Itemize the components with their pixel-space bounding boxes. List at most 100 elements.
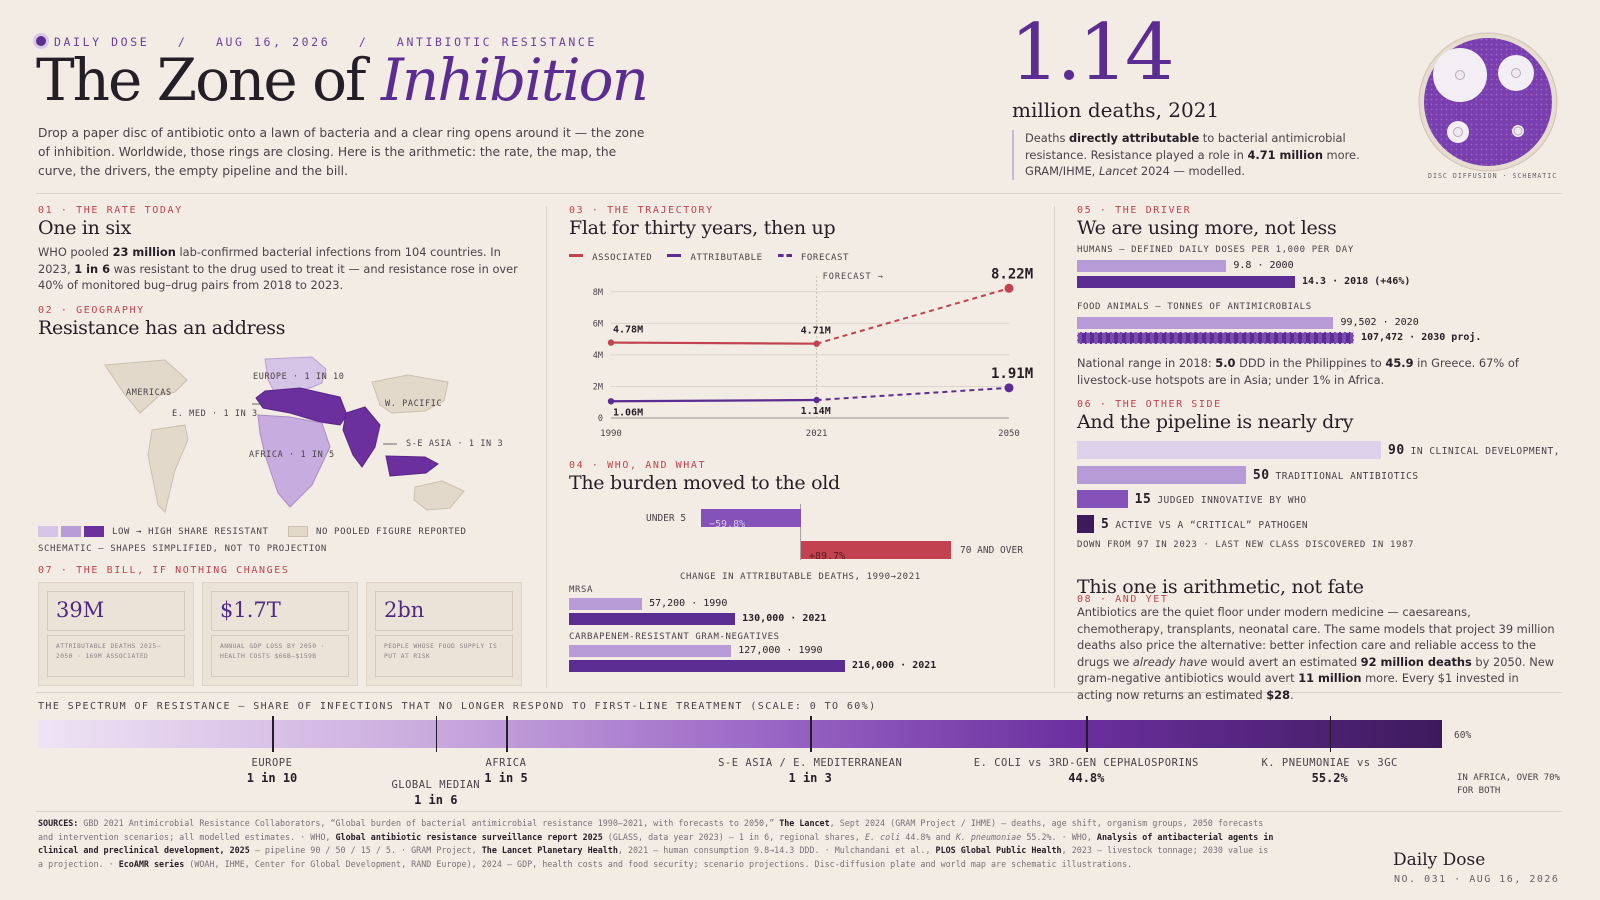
humans-label: HUMANS — DEFINED DAILY DOSES PER 1,000 P…	[1077, 245, 1354, 255]
mrsa-2021-label: 130,000 · 2021	[742, 613, 827, 624]
section-title: Flat for thirty years, then up	[569, 217, 836, 239]
y-tick-label: 4M	[593, 351, 603, 361]
map-note: SCHEMATIC — SHAPES SIMPLIFIED, NOT TO PR…	[38, 544, 327, 554]
region-europe	[264, 356, 327, 394]
data-point	[1004, 283, 1014, 293]
marker-value: 55.2%	[1311, 771, 1348, 785]
data-label: 1.91M	[991, 366, 1033, 382]
section-title: The burden moved to the old	[569, 472, 840, 494]
pipeline-text: TRADITIONAL ANTIBIOTICS	[1275, 470, 1419, 482]
spectrum-tick	[272, 716, 274, 752]
y-tick-label: 0	[598, 414, 603, 424]
x-tick-label: 2050	[998, 429, 1020, 439]
x-tick-label: 1990	[600, 429, 622, 439]
forecast-label: FORECAST →	[823, 272, 884, 282]
map-label-americas: AMERICAS	[126, 388, 172, 398]
spectrum-marker-label: EUROPE 1 in 10	[247, 757, 298, 785]
section-title: We are using more, not less	[1077, 217, 1337, 239]
carb-1990-bar	[569, 645, 732, 657]
humans-2018-bar	[1077, 276, 1295, 288]
spectrum-tick	[1086, 716, 1088, 752]
bill-card: 2bn PEOPLE WHOSE FOOD SUPPLY IS PUT AT R…	[366, 582, 522, 686]
marker-name: K. PNEUMONIAE vs 3GC	[1261, 757, 1398, 769]
trajectory-chart: 0 2M 4M 6M 8M 1990 2021 2050 FORECAST → 4.78M 4.71…	[593, 266, 1033, 439]
map-label-seasia: S-E ASIA · 1 IN 3	[406, 439, 504, 449]
africa-note: IN AFRICA, OVER 70% FOR BOTH	[1457, 773, 1560, 796]
pipeline-bar	[1077, 514, 1094, 533]
bill-value: 2bn	[375, 591, 513, 631]
mrsa-1990-bar	[569, 598, 643, 610]
spectrum-max-label: 60%	[1454, 730, 1472, 741]
data-point	[607, 339, 615, 346]
animals-2020-bar	[1077, 317, 1334, 329]
page-dek: Drop a paper disc of antibiotic onto a l…	[38, 126, 645, 178]
carb-2021-bar	[569, 660, 845, 672]
data-label: 8.22M	[991, 266, 1033, 282]
humans-2000-label: 9.8 · 2000	[1233, 260, 1294, 271]
region-oceania	[413, 480, 465, 511]
bill-desc: ANNUAL GDP LOSS BY 2050 · HEALTH COSTS $…	[211, 635, 349, 677]
series-line-attributable	[610, 398, 817, 403]
pipeline-value: 15	[1134, 492, 1152, 507]
spectrum-marker-label: E. COLI vs 3RD-GEN CEPHALOSPORINS 44.8%	[974, 757, 1199, 785]
marker-name: E. COLI vs 3RD-GEN CEPHALOSPORINS	[973, 757, 1199, 769]
old-bar: +89.7%	[801, 541, 951, 562]
pipeline-value: 5	[1101, 516, 1110, 532]
header-divider	[36, 193, 1562, 194]
pipeline-value: 50	[1252, 467, 1270, 483]
pipeline-bar	[1077, 441, 1381, 459]
section-body: WHO pooled 23 million lab-confirmed bact…	[38, 245, 518, 293]
spectrum-marker-label: S-E ASIA / E. MEDITERRANEAN 1 in 3	[718, 757, 902, 785]
marker-name: AFRICA	[485, 757, 527, 769]
spectrum-marker-label: AFRICA 1 in 5	[484, 757, 527, 785]
legend-swatch-high	[84, 526, 104, 537]
carb-2021-label: 216,000 · 2021	[852, 660, 937, 671]
sources-divider	[36, 811, 1562, 812]
kicker-line: DAILY DOSE / AUG 16, 2026 / ANTIBIOTIC R…	[54, 35, 597, 49]
closing-body: Antibiotics are the quiet floor under mo…	[1077, 605, 1555, 702]
antibiotic-disc	[1511, 68, 1521, 78]
pipeline-text: IN CLINICAL DEVELOPMENT,	[1410, 446, 1560, 457]
section-title: One in six	[38, 217, 131, 239]
y-tick-label: 8M	[593, 288, 603, 298]
bill-card: 39M ATTRIBUTABLE DEATHS 2025–2050 · 169M…	[38, 582, 194, 686]
data-point	[1004, 383, 1014, 393]
marker-value: 44.8%	[1068, 771, 1105, 785]
animals-2030-bar	[1077, 332, 1354, 344]
data-label: 1.14M	[801, 406, 831, 417]
pipeline-text: ACTIVE VS A “CRITICAL” PATHOGEN	[1115, 519, 1309, 531]
humans-2000-bar	[1077, 260, 1227, 272]
region-africa	[257, 414, 331, 508]
pipeline-label: 50 TRADITIONAL ANTIBIOTICS	[1253, 468, 1419, 483]
pipeline-bar	[1077, 465, 1246, 484]
pipeline-value: 90	[1388, 443, 1405, 458]
spectrum-tick	[506, 716, 508, 752]
petri-dish-illustration	[1418, 32, 1558, 172]
data-label: 4.78M	[613, 325, 643, 336]
driver-note: National range in 2018: 5.0 DDD in the P…	[1077, 356, 1519, 387]
hero-unit: million deaths, 2021	[1012, 98, 1220, 122]
antibiotic-disc	[1455, 70, 1465, 80]
section-title: This one is arithmetic, not fate	[1077, 576, 1364, 598]
bill-value: $1.7T	[211, 591, 349, 631]
pipeline-text: JUDGED INNOVATIVE BY WHO	[1157, 495, 1307, 506]
under5-bar: −59.8%	[701, 509, 801, 530]
spectrum-marker-label: K. PNEUMONIAE vs 3GC 55.2%	[1261, 757, 1397, 785]
marker-value: 1 in 6	[414, 793, 458, 807]
mrsa-label: MRSA	[569, 585, 594, 595]
section-kicker: 04 · WHO, AND WHAT	[569, 460, 707, 471]
disc-caption: DISC DIFFUSION · SCHEMATIC	[1428, 172, 1558, 180]
section-kicker: 05 · THE DRIVER	[1077, 205, 1192, 216]
column-divider	[1054, 206, 1055, 688]
masthead-dot	[36, 36, 46, 46]
under5-label: UNDER 5	[646, 513, 687, 524]
world-map-schematic	[104, 356, 465, 513]
marker-name: EUROPE	[251, 757, 293, 769]
pipeline-label: 90 IN CLINICAL DEVELOPMENT,	[1388, 443, 1560, 458]
series-forecast-associated	[816, 287, 1010, 345]
antibiotic-disc	[1453, 127, 1463, 137]
marker-name: GLOBAL MEDIAN	[391, 779, 481, 791]
marker-value: 1 in 5	[484, 771, 528, 785]
region-south-east-asia	[342, 406, 381, 468]
data-label: 4.71M	[801, 326, 831, 337]
